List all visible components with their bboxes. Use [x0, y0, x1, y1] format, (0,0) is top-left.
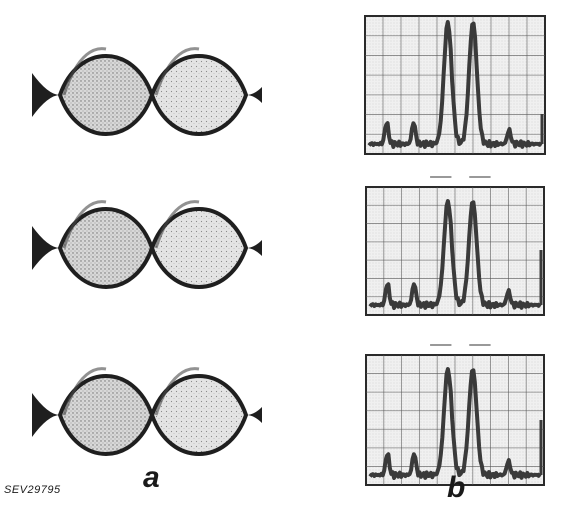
envelope-tail-right [246, 407, 262, 423]
figure-reference-number: SEV29795 [4, 484, 61, 496]
envelope-row-1 [32, 47, 262, 136]
envelope-tail-left [32, 393, 60, 437]
envelope-lobe [57, 374, 155, 456]
panel-a-waveforms [32, 47, 262, 456]
spectrum-plot-1 [364, 15, 546, 155]
spectrum-plot-3 [365, 344, 545, 486]
envelope-tail-left [32, 226, 60, 270]
panel-b-spectra [364, 15, 546, 486]
envelope-lobe [149, 54, 249, 136]
envelope-shading [62, 367, 107, 416]
envelope-lobe [149, 207, 249, 289]
envelope-tail-right [246, 240, 262, 256]
envelope-shading [154, 367, 200, 416]
envelope-tail-right [246, 87, 262, 103]
envelope-tail-left [32, 73, 60, 117]
spectrum-trace [368, 367, 542, 480]
envelope-shading [62, 200, 107, 249]
spectrum-plot-2 [365, 176, 545, 316]
envelope-shading [154, 47, 200, 96]
envelope-lobe [57, 54, 155, 136]
panel-b-label: b [447, 471, 466, 504]
envelope-row-3 [32, 367, 262, 456]
panel-a-label: a [143, 461, 160, 494]
spectrum-trace [368, 199, 542, 310]
spectrum-trace [367, 20, 543, 149]
envelope-shading [154, 200, 200, 249]
envelope-lobe [57, 207, 155, 289]
envelope-lobe [149, 374, 249, 456]
envelope-shading [62, 47, 107, 96]
envelope-row-2 [32, 200, 262, 289]
